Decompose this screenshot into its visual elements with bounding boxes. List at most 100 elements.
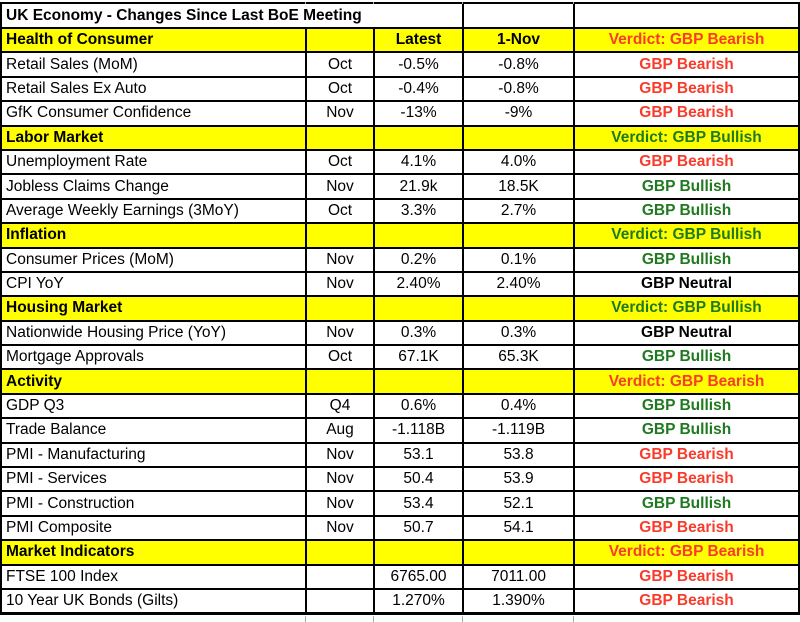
row-gfk-consumer-confidence: GfK Consumer Confidence Nov -13% -9% GBP Bea… (0, 100, 800, 127)
gridline-stub (462, 2, 463, 4)
period-cell: Oct (305, 51, 375, 78)
verdict-cell: GBP Bullish (573, 344, 800, 371)
section-previous-cell (462, 295, 576, 322)
verdict-cell: GBP Bearish (573, 51, 800, 78)
section-latest-cell (372, 539, 465, 566)
latest-cell: 53.1 (372, 441, 465, 469)
previous-column-header: 1-Nov (462, 26, 576, 54)
period-cell: Oct (305, 344, 375, 371)
row-average-weekly-earnings-3moy: Average Weekly Earnings (3MoY) Oct 3.3% 2.7… (0, 197, 800, 225)
previous-cell: 0.1% (462, 246, 576, 273)
row-unemployment-rate: Unemployment Rate Oct 4.1% 4.0% GBP Bearish (0, 148, 800, 176)
section-latest-cell (372, 124, 465, 151)
section-header-row-health-of-consumer: Health of Consumer Latest 1-Nov Verdict: GB… (0, 26, 800, 54)
period-cell: Nov (305, 173, 375, 200)
section-period-cell (305, 368, 375, 395)
latest-cell: 2.40% (372, 270, 465, 298)
verdict-cell: GBP Bearish (573, 587, 800, 615)
verdict-cell: GBP Bearish (573, 148, 800, 176)
latest-cell: 67.1K (372, 344, 465, 371)
row-nationwide-housing-price-yoy: Nationwide Housing Price (YoY) Nov 0.3% 0.3… (0, 319, 800, 347)
previous-cell: 2.7% (462, 197, 576, 225)
latest-cell: 0.6% (372, 392, 465, 420)
verdict-cell: GBP Bullish (573, 197, 800, 225)
section-label: Market Indicators (0, 539, 307, 566)
period-cell: Nov (305, 514, 375, 542)
period-cell: Nov (305, 319, 375, 347)
period-cell: Nov (305, 270, 375, 298)
gridline-stub (305, 616, 306, 622)
table-title-row: UK Economy - Changes Since Last BoE Meet… (0, 2, 800, 29)
previous-cell: 0.4% (462, 392, 576, 420)
row-mortgage-approvals: Mortgage Approvals Oct 67.1K 65.3K GBP Bulli… (0, 344, 800, 371)
latest-cell: 53.4 (372, 490, 465, 517)
gridline-stub (373, 616, 374, 622)
indicator-cell: Unemployment Rate (0, 148, 307, 176)
gridline-stub (373, 2, 374, 4)
section-header-row-activity: Activity Verdict: GBP Bearish (0, 368, 800, 395)
gridline-stub (573, 2, 574, 4)
previous-cell: -0.8% (462, 75, 576, 103)
section-previous-cell (462, 368, 576, 395)
verdict-cell: GBP Neutral (573, 319, 800, 347)
period-cell: Q4 (305, 392, 375, 420)
section-latest-cell (372, 222, 465, 249)
row-pmi-composite: PMI Composite Nov 50.7 54.1 GBP Bearish (0, 514, 800, 542)
period-cell: Oct (305, 148, 375, 176)
row-pmi-services: PMI - Services Nov 50.4 53.9 GBP Bearish (0, 466, 800, 493)
previous-cell: 1.390% (462, 587, 576, 615)
row-trade-balance: Trade Balance Aug -1.118B -1.119B GBP Bullis… (0, 417, 800, 444)
indicator-cell: PMI - Services (0, 466, 307, 493)
previous-cell: 54.1 (462, 514, 576, 542)
section-previous-cell (462, 539, 576, 566)
section-header-row-housing-market: Housing Market Verdict: GBP Bullish (0, 295, 800, 322)
section-previous-cell (462, 124, 576, 151)
period-cell: Oct (305, 197, 375, 225)
row-ftse-100-index: FTSE 100 Index 6765.00 7011.00 GBP Bearish (0, 563, 800, 591)
previous-cell: 53.8 (462, 441, 576, 469)
row-gdp-q3: GDP Q3 Q4 0.6% 0.4% GBP Bullish (0, 392, 800, 420)
verdict-cell: GBP Bearish (573, 563, 800, 591)
section-verdict: Verdict: GBP Bullish (573, 295, 800, 322)
period-cell: Nov (305, 441, 375, 469)
row-retail-sales-ex-auto: Retail Sales Ex Auto Oct -0.4% -0.8% GBP Bea… (0, 75, 800, 103)
verdict-cell: GBP Bearish (573, 441, 800, 469)
verdict-cell: GBP Bearish (573, 75, 800, 103)
gridline-stub (305, 2, 306, 4)
period-cell: Aug (305, 417, 375, 444)
section-verdict: Verdict: GBP Bearish (573, 539, 800, 566)
row-retail-sales-mom: Retail Sales (MoM) Oct -0.5% -0.8% GBP Beari… (0, 51, 800, 78)
latest-cell: -0.4% (372, 75, 465, 103)
section-label: Activity (0, 368, 307, 395)
period-cell: Nov (305, 100, 375, 127)
section-period-cell (305, 124, 375, 151)
title-row-empty-cell-2 (573, 2, 800, 29)
section-header-row-market-indicators: Market Indicators Verdict: GBP Bearish (0, 539, 800, 566)
row-cpi-yoy: CPI YoY Nov 2.40% 2.40% GBP Neutral (0, 270, 800, 298)
gridline-stub (462, 616, 463, 622)
table-title: UK Economy - Changes Since Last BoE Meet… (0, 2, 465, 29)
previous-cell: 4.0% (462, 148, 576, 176)
latest-cell: 3.3% (372, 197, 465, 225)
latest-cell: 0.3% (372, 319, 465, 347)
verdict-cell: GBP Bullish (573, 490, 800, 517)
latest-cell: -13% (372, 100, 465, 127)
indicator-cell: Retail Sales Ex Auto (0, 75, 307, 103)
indicator-cell: CPI YoY (0, 270, 307, 298)
section-verdict: Verdict: GBP Bearish (573, 368, 800, 395)
row-pmi-manufacturing: PMI - Manufacturing Nov 53.1 53.8 GBP Bearis… (0, 441, 800, 469)
period-cell: Oct (305, 75, 375, 103)
latest-cell: 0.2% (372, 246, 465, 273)
period-cell: Nov (305, 490, 375, 517)
previous-cell: -1.119B (462, 417, 576, 444)
row-jobless-claims-change: Jobless Claims Change Nov 21.9k 18.5K GBP Bu… (0, 173, 800, 200)
latest-cell: -0.5% (372, 51, 465, 78)
indicator-cell: 10 Year UK Bonds (Gilts) (0, 587, 307, 615)
latest-cell: -1.118B (372, 417, 465, 444)
latest-column-header: Latest (372, 26, 465, 54)
indicator-cell: PMI Composite (0, 514, 307, 542)
section-period-cell (305, 26, 375, 54)
section-period-cell (305, 222, 375, 249)
